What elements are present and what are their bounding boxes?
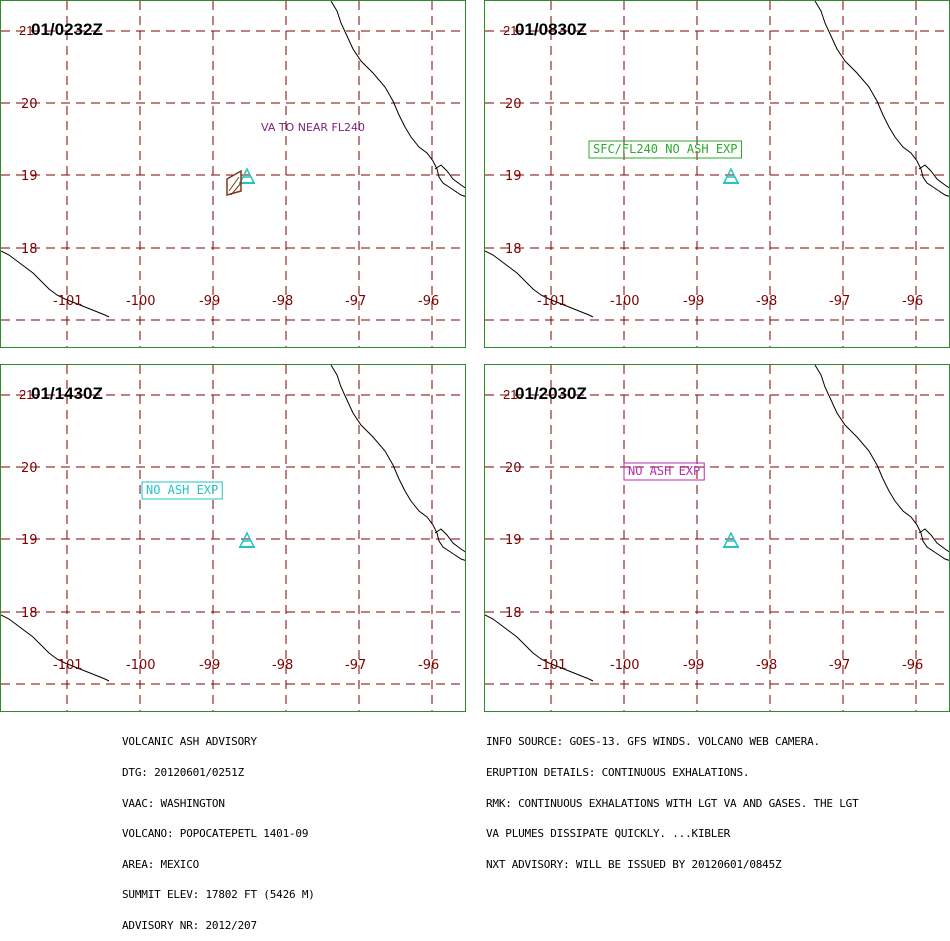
longitude-label: -100 — [126, 294, 156, 309]
coastline-east — [814, 1, 949, 197]
latitude-label: 18 — [21, 242, 38, 257]
annotation-box — [588, 140, 742, 159]
longitude-label: -96 — [418, 658, 439, 673]
volcano-icon — [722, 167, 740, 184]
coastline-east-inlet — [918, 164, 949, 189]
longitude-label: -96 — [902, 658, 923, 673]
valid-time-label: 01/0830Z — [515, 20, 587, 39]
coastline-east — [814, 365, 949, 561]
longitude-label: -99 — [199, 294, 220, 309]
longitude-label: -98 — [756, 294, 777, 309]
longitude-label: -99 — [199, 658, 220, 673]
latitude-label: 19 — [505, 169, 522, 184]
time-prefix: 21 — [503, 387, 517, 402]
advisory-annotation-label: SFC/FL240 NO ASH EXP — [593, 142, 738, 156]
valid-time-label: 01/1430Z — [31, 384, 103, 403]
advisory-annotation-label: NO ASH EXP — [146, 483, 218, 497]
longitude-label: -97 — [829, 294, 850, 309]
longitude-label: -99 — [683, 658, 704, 673]
longitude-label: -97 — [345, 658, 366, 673]
longitude-label: -101 — [53, 658, 83, 673]
latitude-label: 20 — [505, 97, 522, 112]
coastline-west — [1, 250, 110, 318]
latitude-label: 18 — [505, 606, 522, 621]
longitude-label: -101 — [53, 294, 83, 309]
latitude-label: 18 — [505, 242, 522, 257]
advisory-line: NXT ADVISORY: WILL BE ISSUED BY 20120601… — [486, 857, 782, 871]
advisory-annotation-label: NO ASH EXP — [628, 464, 700, 478]
map-panel-1: 20 19 18 -101 -100 -99 -98 -97 -96 21 01/0232Z VA T… — [0, 0, 466, 348]
map-panel-3: 20 19 18 -101 -100 -99 -98 -97 -96 21 01/1430Z NO A… — [0, 364, 466, 712]
advisory-line: ERUPTION DETAILS: CONTINUOUS EXHALATIONS… — [486, 766, 750, 780]
coastline-east-inlet — [434, 528, 465, 553]
longitude-label: -98 — [272, 658, 293, 673]
latitude-label: 20 — [21, 97, 38, 112]
longitude-label: -96 — [418, 294, 439, 309]
advisory-line: ADVISORY NR: 2012/207 — [122, 919, 257, 933]
valid-time-label: 01/0232Z — [31, 20, 103, 39]
annotation-box — [623, 462, 705, 481]
advisory-line: VA PLUMES DISSIPATE QUICKLY. ...KIBLER — [486, 827, 731, 841]
volcano-icon — [722, 531, 740, 548]
advisory-line: VOLCANIC ASH ADVISORY — [122, 735, 257, 749]
advisory-line: INFO SOURCE: GOES-13. GFS WINDS. VOLCANO… — [486, 735, 820, 749]
longitude-label: -100 — [610, 294, 640, 309]
advisory-line: SUMMIT ELEV: 17802 FT (5426 M) — [122, 888, 315, 902]
longitude-label: -97 — [345, 294, 366, 309]
map-panel-2: 20 19 18 -101 -100 -99 -98 -97 -96 21 01/0830Z SFC/… — [484, 0, 950, 348]
time-prefix: 21 — [19, 387, 33, 402]
coastline-east-inlet — [918, 528, 949, 553]
latitude-label: 18 — [21, 606, 38, 621]
longitude-label: -100 — [610, 658, 640, 673]
annotation-box — [141, 481, 223, 500]
latitude-label: 19 — [21, 533, 38, 548]
latitude-label: 19 — [505, 533, 522, 548]
longitude-label: -99 — [683, 294, 704, 309]
longitude-label: -101 — [537, 658, 567, 673]
latitude-label: 20 — [21, 461, 38, 476]
volcano-icon — [238, 531, 256, 548]
advisory-annotation-label: VA TO NEAR FL240 — [261, 121, 365, 134]
map-panel-4: 20 19 18 -101 -100 -99 -98 -97 -96 21 01/2030Z NO A… — [484, 364, 950, 712]
valid-time-label: 01/2030Z — [515, 384, 587, 403]
advisory-line: RMK: CONTINUOUS EXHALATIONS WITH LGT VA … — [486, 796, 859, 810]
longitude-label: -101 — [537, 294, 567, 309]
advisory-right-text: INFO SOURCE: GOES-13. GFS WINDS. VOLCANO… — [486, 717, 859, 880]
coastline-east — [330, 1, 465, 197]
advisory-line: VAAC: WASHINGTON — [122, 796, 225, 810]
ash-cloud-polygon — [226, 169, 242, 196]
time-prefix: 21 — [19, 23, 33, 38]
coastline-west — [1, 614, 110, 682]
advisory-left-text: VOLCANIC ASH ADVISORY DTG: 20120601/0251… — [122, 717, 315, 941]
advisory-line: AREA: MEXICO — [122, 857, 200, 871]
coastline-east — [330, 365, 465, 561]
longitude-label: -100 — [126, 658, 156, 673]
longitude-label: -98 — [756, 658, 777, 673]
coastline-east-inlet — [434, 164, 465, 189]
longitude-label: -96 — [902, 294, 923, 309]
advisory-line: DTG: 20120601/0251Z — [122, 766, 245, 780]
coastline-west — [485, 250, 594, 318]
time-prefix: 21 — [503, 23, 517, 38]
coastline-west — [485, 614, 594, 682]
latitude-label: 20 — [505, 461, 522, 476]
longitude-label: -97 — [829, 658, 850, 673]
latitude-label: 19 — [21, 169, 38, 184]
longitude-label: -98 — [272, 294, 293, 309]
advisory-line: VOLCANO: POPOCATEPETL 1401-09 — [122, 827, 309, 841]
